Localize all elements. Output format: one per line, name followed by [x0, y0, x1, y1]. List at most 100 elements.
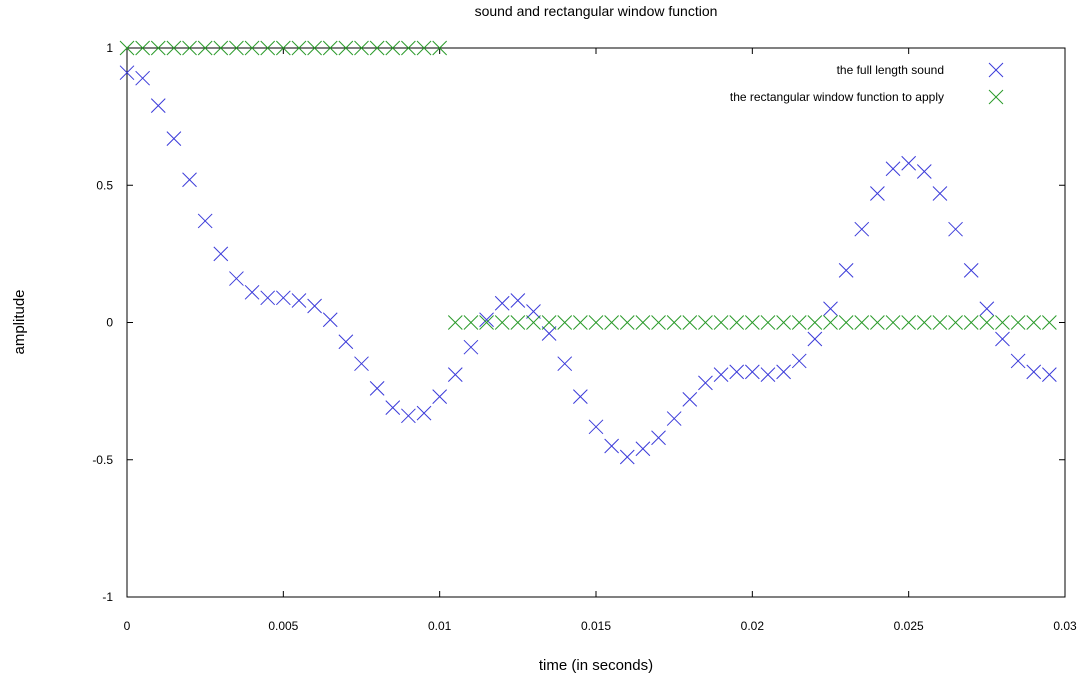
- data-point: [291, 293, 307, 308]
- data-point: [682, 392, 698, 407]
- data-point: [854, 221, 870, 237]
- data-point: [666, 411, 682, 426]
- data-point: [854, 315, 870, 330]
- data-point: [588, 315, 604, 330]
- x-tick-label: 0.025: [894, 619, 924, 633]
- data-point: [776, 364, 791, 380]
- data-point: [760, 315, 776, 330]
- data-point: [651, 315, 666, 330]
- data-point: [791, 315, 807, 330]
- series-1: [119, 65, 1057, 465]
- data-point: [260, 290, 276, 306]
- data-point: [870, 186, 885, 201]
- data-point: [651, 430, 666, 446]
- data-point: [729, 364, 745, 380]
- data-point: [948, 221, 963, 237]
- data-point: [150, 98, 166, 113]
- y-tick-label: 0.5: [96, 178, 113, 192]
- data-point: [776, 315, 791, 330]
- data-point: [213, 40, 229, 56]
- data-point: [979, 315, 995, 330]
- x-tick-label: 0.015: [581, 619, 611, 633]
- data-point: [666, 315, 682, 330]
- data-point: [1026, 315, 1042, 330]
- data-point: [682, 315, 698, 330]
- data-point: [916, 164, 932, 179]
- data-point: [338, 334, 354, 350]
- data-point: [182, 40, 197, 56]
- x-tick-label: 0.03: [1053, 619, 1077, 633]
- data-point: [604, 438, 619, 454]
- data-point: [322, 40, 338, 56]
- data-point: [385, 40, 401, 56]
- data-point: [354, 40, 369, 56]
- data-point: [166, 131, 182, 146]
- data-point: [135, 40, 150, 56]
- data-point: [307, 40, 322, 56]
- legend-label: the rectangular window function to apply: [730, 90, 944, 104]
- legend: the full length sound the rectangular win…: [730, 62, 1004, 105]
- data-point: [119, 65, 135, 81]
- data-point: [838, 315, 854, 330]
- data-point: [901, 315, 917, 330]
- data-point: [932, 186, 948, 201]
- data-point: [369, 40, 385, 56]
- x-tick-label: 0.02: [741, 619, 765, 633]
- data-point: [244, 284, 260, 300]
- y-tick-label: 0: [106, 316, 113, 330]
- y-tick-label: 1: [106, 41, 113, 55]
- data-point: [119, 40, 135, 56]
- data-point: [479, 315, 494, 330]
- data-point: [791, 353, 807, 369]
- data-point: [744, 315, 760, 330]
- data-point: [635, 441, 651, 457]
- data-point: [573, 389, 588, 404]
- data-point: [807, 315, 823, 330]
- data-point: [385, 400, 401, 415]
- data-point: [838, 262, 854, 278]
- axis-tick-labels: 0 0.005 0.01 0.015 0.02 0.025 0.03 -1 -0.5 0 0.5 1: [92, 41, 1077, 633]
- data-point: [698, 315, 713, 330]
- data-point: [885, 315, 901, 330]
- data-point: [1010, 315, 1026, 330]
- data-point: [401, 40, 416, 56]
- data-point: [1010, 353, 1026, 369]
- data-point: [463, 315, 479, 330]
- data-point: [432, 40, 448, 56]
- data-point: [744, 364, 760, 380]
- chart-title: sound and rectangular window function: [475, 3, 718, 19]
- data-point: [916, 315, 932, 330]
- data-point: [197, 40, 213, 56]
- data-point: [526, 315, 541, 330]
- data-point: [338, 40, 354, 56]
- data-point: [698, 375, 713, 391]
- data-point: [713, 367, 729, 383]
- axis-ticks: [126, 47, 1066, 598]
- x-axis-label: time (in seconds): [539, 657, 653, 674]
- data-point: [713, 315, 729, 330]
- data-point: [135, 70, 150, 86]
- data-point: [447, 315, 463, 330]
- data-point: [416, 40, 432, 56]
- data-point: [510, 315, 526, 330]
- legend-label: the full length sound: [837, 63, 944, 77]
- data-point: [463, 339, 479, 355]
- data-point: [948, 315, 963, 330]
- data-point: [541, 315, 557, 330]
- data-point: [307, 298, 322, 314]
- data-point: [995, 315, 1010, 330]
- data-point: [619, 315, 635, 330]
- data-point: [447, 367, 463, 383]
- data-point: [635, 315, 651, 330]
- data-point: [432, 389, 448, 404]
- data-series: [119, 40, 1057, 465]
- data-point: [494, 295, 510, 311]
- legend-marker: [988, 62, 1004, 78]
- data-point: [979, 301, 995, 317]
- x-tick-label: 0.01: [428, 619, 452, 633]
- data-point: [526, 304, 541, 319]
- y-tick-label: -1: [102, 590, 113, 604]
- y-tick-label: -0.5: [92, 453, 113, 467]
- data-point: [182, 172, 197, 188]
- series-2: [119, 40, 1057, 330]
